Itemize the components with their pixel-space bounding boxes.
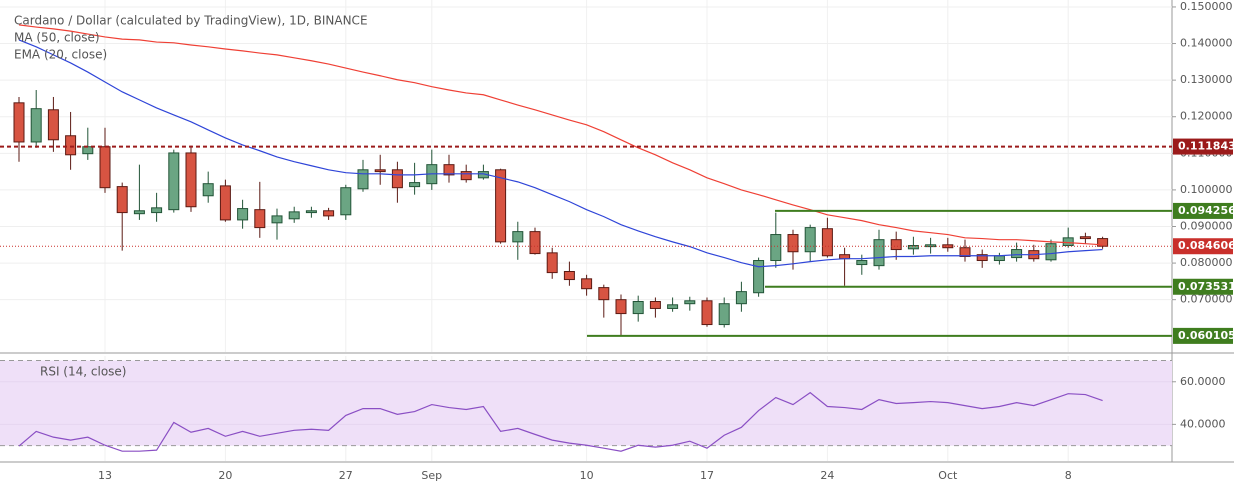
candle-body	[116, 186, 128, 214]
candle-body	[649, 301, 661, 309]
level-label: 0.060105	[1178, 329, 1234, 342]
candle-body	[391, 169, 403, 189]
y-tick-label: 0.140000	[1180, 37, 1233, 50]
moving-average-line	[18, 39, 1103, 268]
candle-body	[529, 231, 541, 255]
level-label: 0.084606	[1178, 239, 1234, 252]
level-label-box	[1173, 138, 1233, 155]
candle-body	[1062, 237, 1074, 247]
candle-body	[1011, 249, 1023, 259]
candle-body	[168, 152, 180, 211]
candle-body	[374, 169, 386, 173]
candle-body	[701, 300, 713, 326]
x-tick-label: 8	[1065, 469, 1072, 482]
y-tick-label: 0.120000	[1180, 110, 1233, 123]
candle-body	[993, 255, 1005, 262]
candle-body	[804, 227, 816, 253]
candle-body	[237, 208, 249, 221]
level-label: 0.094256	[1178, 204, 1234, 217]
level-label: 0.073531	[1178, 280, 1234, 293]
candle-body	[546, 252, 558, 274]
candle-body	[770, 234, 782, 262]
candle-body	[856, 260, 868, 266]
x-tick-label: 27	[339, 469, 353, 482]
marks-layer	[0, 24, 1172, 452]
candle-body	[305, 210, 317, 214]
candle-body	[753, 260, 765, 294]
level-label-box	[1173, 327, 1233, 344]
x-tick-label: 20	[218, 469, 232, 482]
candle-body	[1079, 236, 1091, 240]
candle-body	[202, 183, 214, 197]
candle-body	[667, 304, 679, 309]
x-tick-label: 10	[580, 469, 594, 482]
x-tick-label: Sep	[421, 469, 442, 482]
y-tick-label: 0.090000	[1180, 219, 1233, 232]
candle-body	[1045, 243, 1057, 261]
moving-average-line	[18, 24, 1103, 246]
rsi-line	[18, 391, 1103, 452]
candle-body	[632, 301, 644, 315]
x-tick-label: Oct	[938, 469, 958, 482]
y-tick-label: 0.080000	[1180, 256, 1233, 269]
candle-body	[99, 146, 111, 189]
candle-body	[254, 209, 266, 229]
level-label: 0.111843	[1178, 140, 1234, 153]
candle-body	[357, 169, 369, 190]
y-tick-label: 60.0000	[1180, 375, 1226, 388]
candle-body	[460, 171, 472, 181]
candle-body	[133, 210, 145, 215]
candle-body	[615, 299, 627, 315]
candle-body	[495, 169, 507, 243]
candle-body	[684, 300, 696, 305]
candle-body	[787, 234, 799, 253]
candle-body	[718, 303, 730, 326]
y-tick-label: 0.130000	[1180, 73, 1233, 86]
candle-body	[563, 271, 575, 281]
candle-body	[598, 287, 610, 301]
level-label-box	[1173, 278, 1233, 295]
candle-body	[47, 109, 59, 141]
y-tick-label: 40.0000	[1180, 417, 1226, 430]
candle-body	[512, 231, 524, 243]
candle-body	[288, 211, 300, 220]
x-tick-label: 24	[820, 469, 834, 482]
candle-body	[13, 102, 25, 143]
candle-body	[30, 108, 42, 143]
candle-body	[839, 254, 851, 260]
candle-body	[976, 254, 988, 262]
candle-body	[82, 146, 94, 155]
candle-body	[443, 164, 455, 176]
level-label-box	[1173, 238, 1233, 255]
labels-layer: 13 20 27 Sep 10 17 24 Oct 8 0.070000 0.080000 0.090…	[14, 0, 1234, 482]
candle-body	[959, 247, 971, 257]
candle-body	[409, 182, 421, 188]
candle-body	[821, 228, 833, 257]
chart-title: Cardano / Dollar (calculated by TradingV…	[14, 14, 368, 28]
candle-body	[65, 135, 77, 156]
level-label-box	[1173, 202, 1233, 219]
candle-body	[735, 291, 747, 305]
rsi-band	[0, 360, 1172, 446]
x-tick-label: 13	[98, 469, 112, 482]
candle-body	[271, 215, 283, 224]
candle-body	[890, 239, 902, 251]
candle-body	[340, 187, 352, 216]
candle-body	[581, 278, 593, 290]
y-tick-label: 0.150000	[1180, 0, 1233, 13]
candle-body	[219, 185, 231, 221]
candle-body	[873, 239, 885, 267]
y-tick-label: 0.100000	[1180, 183, 1233, 196]
candle-body	[323, 210, 335, 217]
candle-body	[1097, 238, 1109, 247]
y-tick-label: 0.070000	[1180, 293, 1233, 306]
x-tick-label: 17	[700, 469, 714, 482]
candle-body	[907, 245, 919, 250]
legend-entry: RSI (14, close)	[40, 365, 126, 379]
candle-body	[185, 152, 197, 208]
legend-entry: MA (50, close)	[14, 31, 100, 45]
legend-entry: EMA (20, close)	[14, 48, 107, 62]
candle-body	[151, 207, 163, 214]
